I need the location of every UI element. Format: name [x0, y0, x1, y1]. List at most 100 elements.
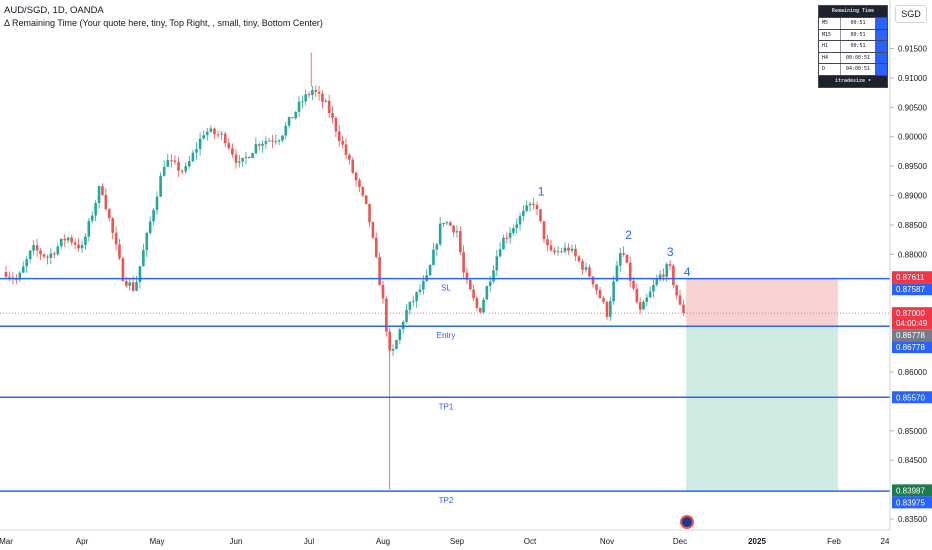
x-tick-label: Nov: [600, 537, 614, 546]
candle-body: [632, 280, 635, 289]
indicator-label[interactable]: Δ Remaining Time (Your quote here, tiny,…: [4, 18, 323, 28]
candle-body: [532, 203, 535, 205]
remaining-time-footer: itradesize •: [819, 74, 887, 87]
candle-body: [227, 143, 231, 149]
level-label: TP1: [439, 402, 454, 411]
candle-body: [121, 258, 125, 282]
position-zones: [686, 278, 839, 491]
candle-body: [66, 237, 70, 241]
y-tick-label: 0.89000: [898, 192, 927, 201]
candle-body: [398, 329, 402, 341]
price-badge-label: 0.87587: [896, 285, 925, 294]
x-tick-label: Sep: [450, 537, 465, 546]
remaining-time-panel: Remaining Time M5 00:51 M15 00:51 H1 00:51 …: [818, 5, 888, 88]
candle-body: [408, 301, 412, 310]
candle-body: [505, 237, 509, 239]
x-tick-label: Jul: [304, 537, 314, 546]
price-badge: [892, 307, 932, 330]
candle-body: [574, 248, 577, 257]
candle-body: [358, 180, 361, 187]
currency-button[interactable]: SGD: [895, 5, 927, 23]
level-label: Entry: [437, 331, 456, 340]
candle-body: [291, 117, 294, 119]
price-badge-label: 0.87000: [896, 309, 925, 318]
candle-body: [508, 232, 512, 238]
candle-body: [591, 276, 595, 285]
candle-body: [314, 90, 318, 92]
candle-body: [257, 144, 261, 146]
remaining-time-row: M5 00:51: [819, 17, 887, 29]
candles: [4, 52, 685, 490]
candle-body: [202, 135, 205, 139]
level-label: TP2: [439, 496, 454, 505]
candle-body: [46, 256, 49, 258]
price-badge-label: 0.86778: [896, 331, 925, 340]
x-tick-label: Jun: [230, 537, 243, 546]
candle-body: [180, 170, 184, 172]
chart-title: AUD/SGD, 1D, OANDA: [4, 5, 104, 16]
candle-body: [560, 251, 563, 253]
timeframe-label: M15: [819, 29, 840, 40]
candle-body: [4, 271, 8, 277]
candle-body: [625, 254, 629, 263]
candle-body: [638, 302, 642, 310]
candle-body: [271, 140, 274, 142]
candle-body: [125, 281, 128, 286]
candle-body: [39, 250, 42, 255]
candle-body: [145, 232, 149, 251]
candle-body: [138, 266, 142, 282]
candle-body: [364, 195, 368, 204]
candle-body: [445, 222, 449, 224]
price-badge: [892, 283, 932, 296]
candle-body: [378, 257, 381, 285]
price-badge: [892, 271, 932, 284]
candle-body: [56, 246, 60, 255]
candle-body: [277, 140, 281, 142]
candle-body: [191, 152, 195, 162]
candle-body: [535, 204, 539, 210]
candle-body: [452, 225, 455, 233]
candle-body: [602, 298, 605, 302]
candle-body: [188, 161, 191, 167]
candle-body: [675, 285, 678, 296]
candle-body: [25, 259, 29, 267]
x-tick-label: 2025: [748, 537, 766, 546]
candle-body: [635, 288, 639, 303]
candle-body: [528, 203, 532, 206]
candle-body: [351, 159, 355, 173]
candle-body: [32, 245, 35, 251]
candle-body: [609, 301, 612, 317]
timeframe-label: M5: [819, 18, 840, 29]
x-tick-label: Dec: [673, 537, 687, 546]
candle-body: [111, 218, 114, 233]
candle-body: [231, 148, 234, 155]
candle-body: [628, 262, 632, 281]
wave-label: 1: [538, 185, 545, 199]
candle-body: [264, 141, 268, 144]
candle-body: [195, 149, 198, 153]
candle-body: [294, 111, 298, 119]
timeframe-label: H1: [819, 41, 840, 52]
candle-body: [645, 297, 649, 302]
remaining-time-row: H4 00:00:51: [819, 51, 887, 63]
candle-body: [598, 290, 602, 299]
candle-body: [42, 254, 46, 257]
candle-body: [128, 282, 132, 286]
candle-body: [595, 284, 598, 291]
candle-body: [344, 144, 348, 155]
candle-body: [618, 253, 622, 266]
price-badge-label: 0.86778: [896, 343, 925, 352]
clock-icon[interactable]: [680, 515, 694, 529]
candle-body: [341, 140, 344, 145]
candle-body: [251, 153, 254, 159]
candle-body: [297, 101, 301, 112]
candle-body: [581, 261, 584, 270]
candle-body: [77, 244, 80, 249]
candle-body: [475, 298, 479, 308]
remaining-time-row: D 04:00:51: [819, 63, 887, 75]
candle-body: [18, 272, 22, 280]
candle-body: [411, 301, 415, 303]
candle-body: [331, 113, 334, 118]
candle-body: [216, 134, 220, 136]
